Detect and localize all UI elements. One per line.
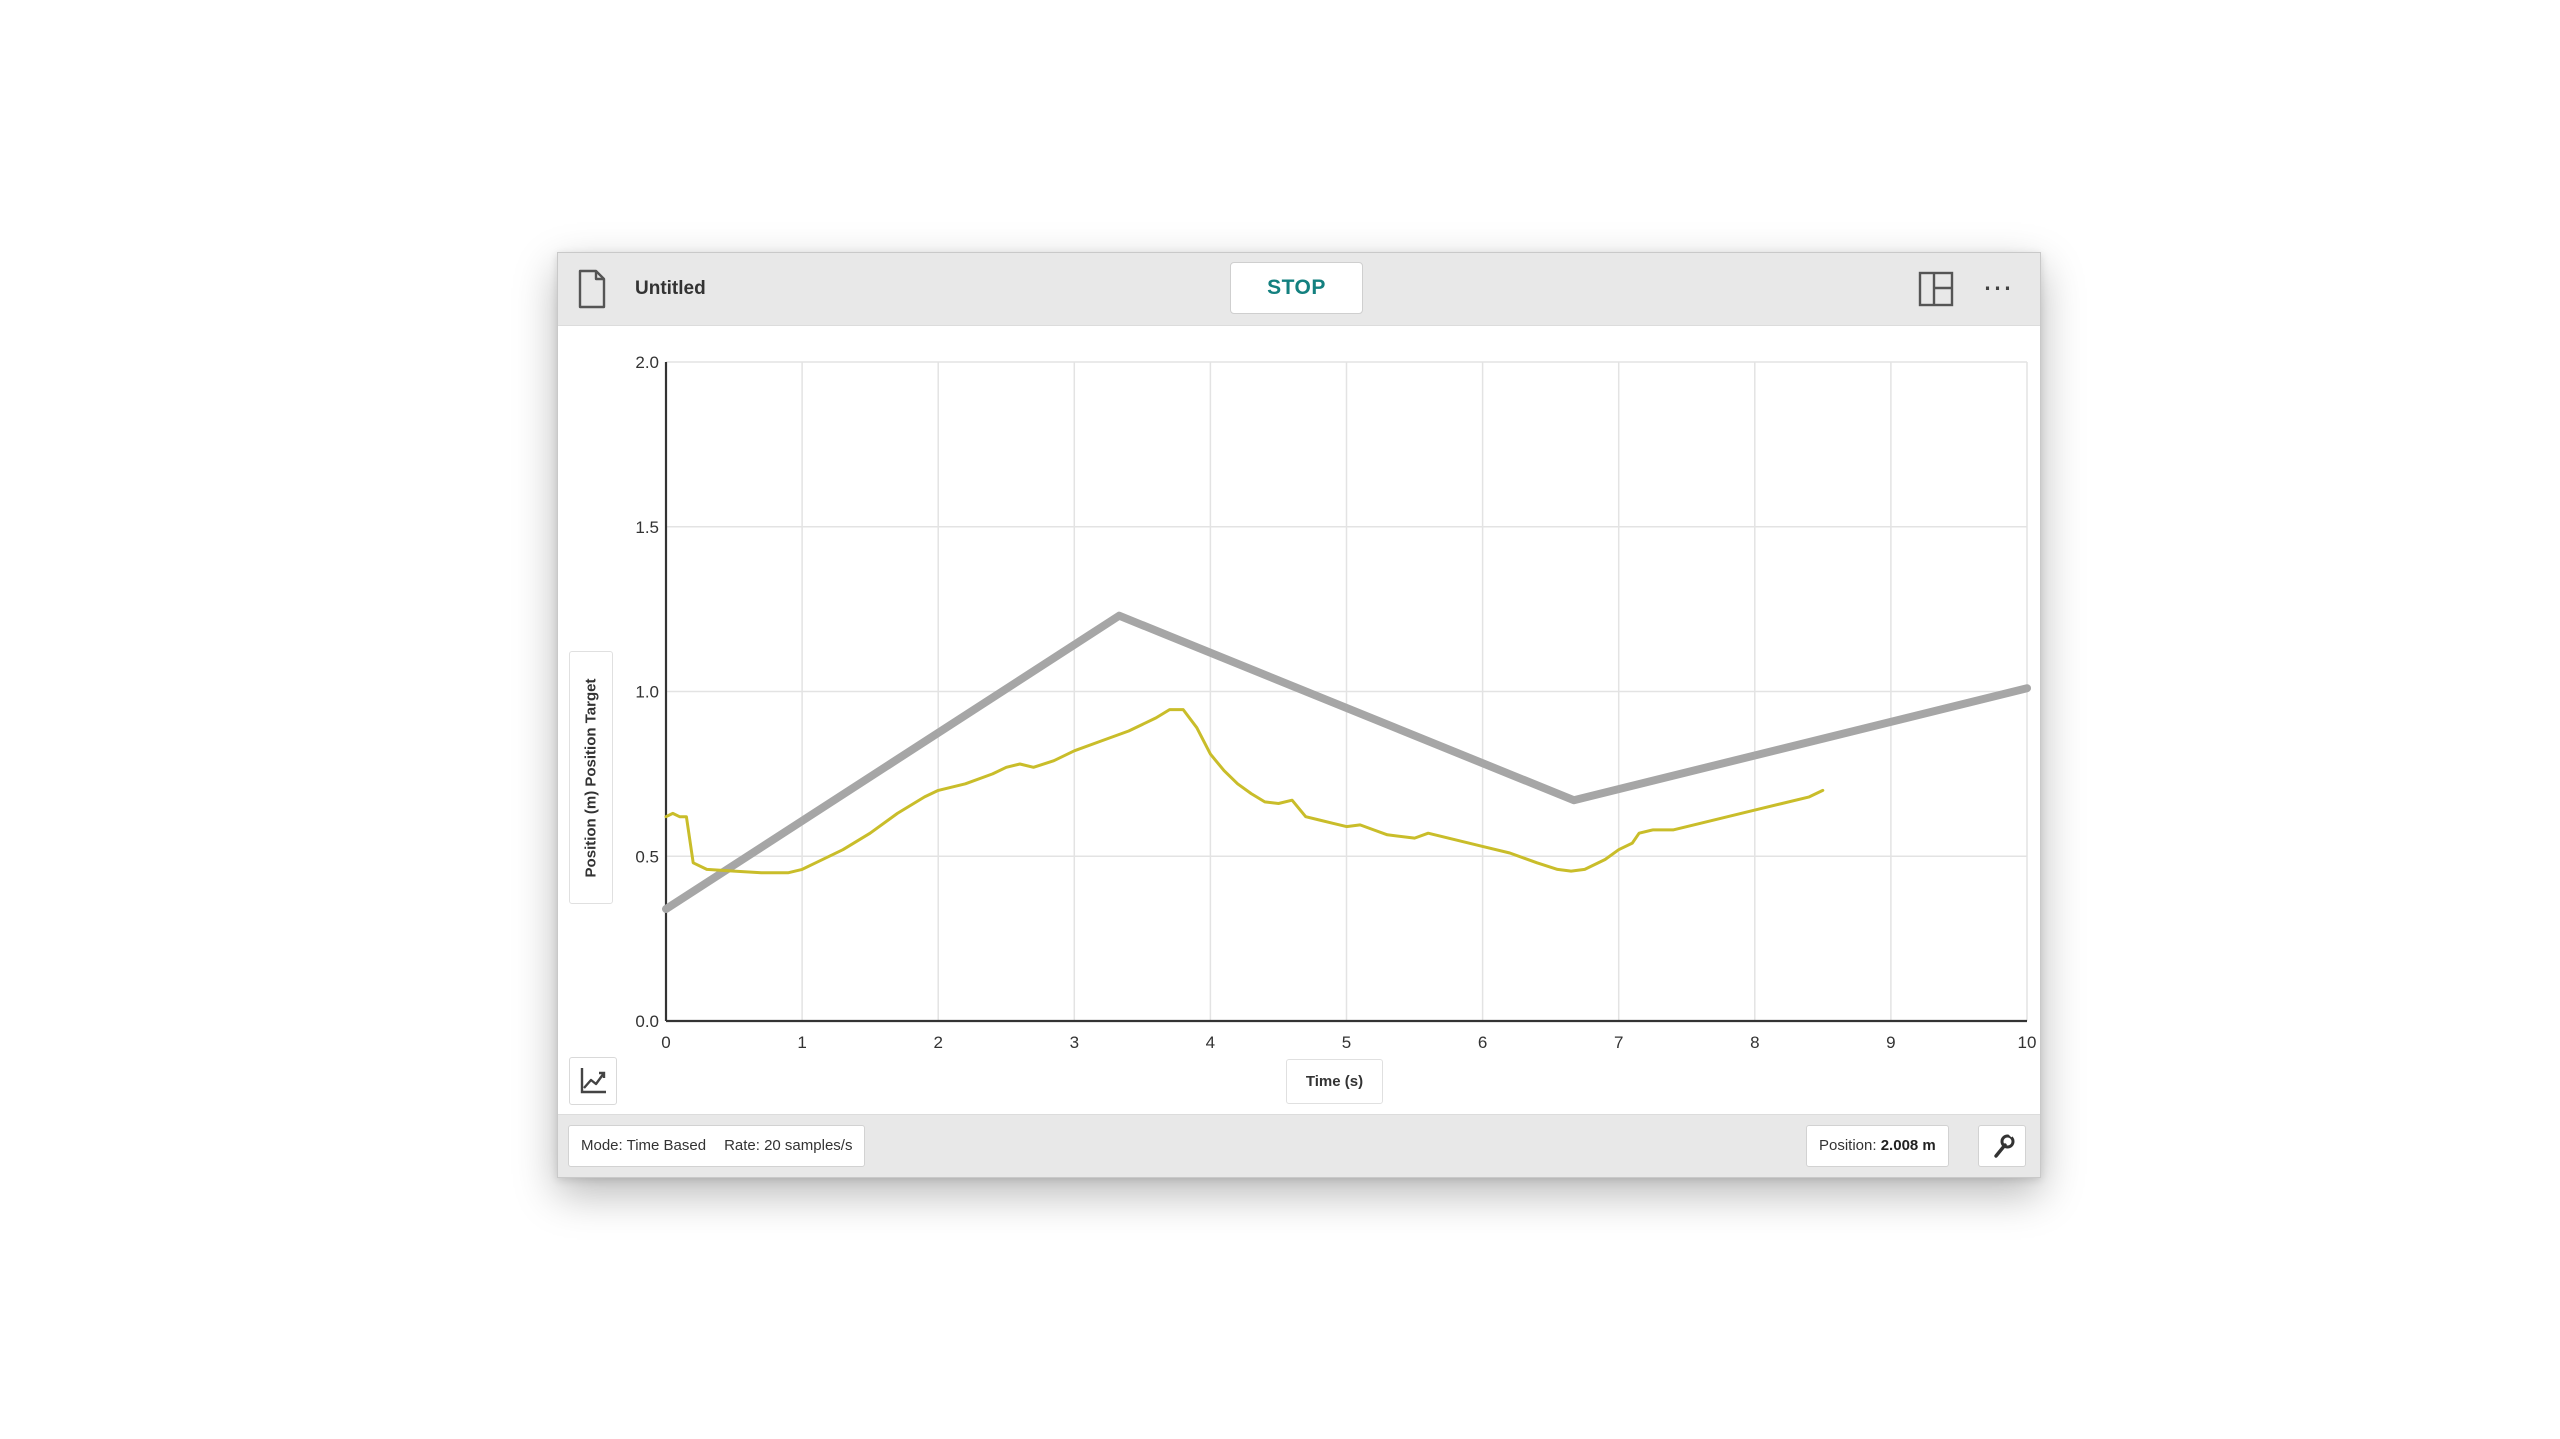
readout-label: Position: (1819, 1137, 1877, 1154)
graph-tools-button[interactable] (569, 1057, 617, 1105)
more-icon[interactable]: ⋯ (1982, 272, 2014, 305)
x-tick-label: 10 (2018, 1033, 2037, 1052)
x-tick-label: 5 (1342, 1033, 1351, 1052)
y-tick-label: 1.5 (635, 518, 659, 537)
document-title[interactable]: Untitled (635, 278, 706, 299)
x-tick-label: 2 (933, 1033, 942, 1052)
position-readout[interactable]: Position: 2.008 m (1806, 1125, 1949, 1167)
x-tick-label: 8 (1750, 1033, 1759, 1052)
x-tick-label: 6 (1478, 1033, 1487, 1052)
stop-button[interactable]: STOP (1230, 262, 1363, 314)
footer-bar: Mode: Time Based Rate: 20 samples/s Posit… (558, 1114, 2040, 1177)
y-tick-label: 0.0 (635, 1012, 659, 1031)
y-tick-label: 1.0 (635, 683, 659, 702)
target-series-line (662, 611, 2031, 913)
wrench-button[interactable] (1978, 1125, 2026, 1167)
file-icon[interactable] (576, 269, 608, 309)
y-tick-label: 2.0 (635, 353, 659, 372)
x-tick-label: 4 (1206, 1033, 1215, 1052)
graph-tools-icon (580, 1068, 606, 1094)
layout-icon[interactable] (1918, 271, 1954, 307)
y-tick-label: 0.5 (635, 847, 659, 866)
x-tick-label: 1 (797, 1033, 806, 1052)
x-tick-label: 0 (661, 1033, 670, 1052)
x-tick-label: 7 (1614, 1033, 1623, 1052)
position-chart[interactable]: 0 1 2 3 4 5 6 7 8 9 10 0.0 0.5 1.0 1.5 2.0 (558, 326, 2040, 1113)
rate-label: Rate: 20 samples/s (724, 1137, 853, 1154)
mode-label: Mode: Time Based (581, 1137, 707, 1154)
readout-value: 2.008 m (1880, 1137, 1936, 1154)
y-axis-label[interactable]: Position (m) Position Target (569, 651, 613, 904)
header-bar: Untitled STOP ⋯ (558, 253, 2040, 326)
y-axis-label-text: Position (m) Position Target (582, 678, 600, 877)
measured-series-line (664, 708, 1825, 875)
wrench-icon (1994, 1130, 2016, 1158)
app-window: Untitled STOP ⋯ 0 1 2 3 4 5 6 7 8 9 10 0.0 0.5 1.0 1.5… (557, 252, 2041, 1178)
graph-area[interactable]: 0 1 2 3 4 5 6 7 8 9 10 0.0 0.5 1.0 1.5 2.0 Position (m)… (558, 326, 2040, 1113)
x-tick-label: 3 (1070, 1033, 1079, 1052)
x-axis-label[interactable]: Time (s) (1286, 1059, 1383, 1104)
x-tick-label: 9 (1886, 1033, 1895, 1052)
mode-rate-box[interactable]: Mode: Time Based Rate: 20 samples/s (568, 1125, 866, 1167)
